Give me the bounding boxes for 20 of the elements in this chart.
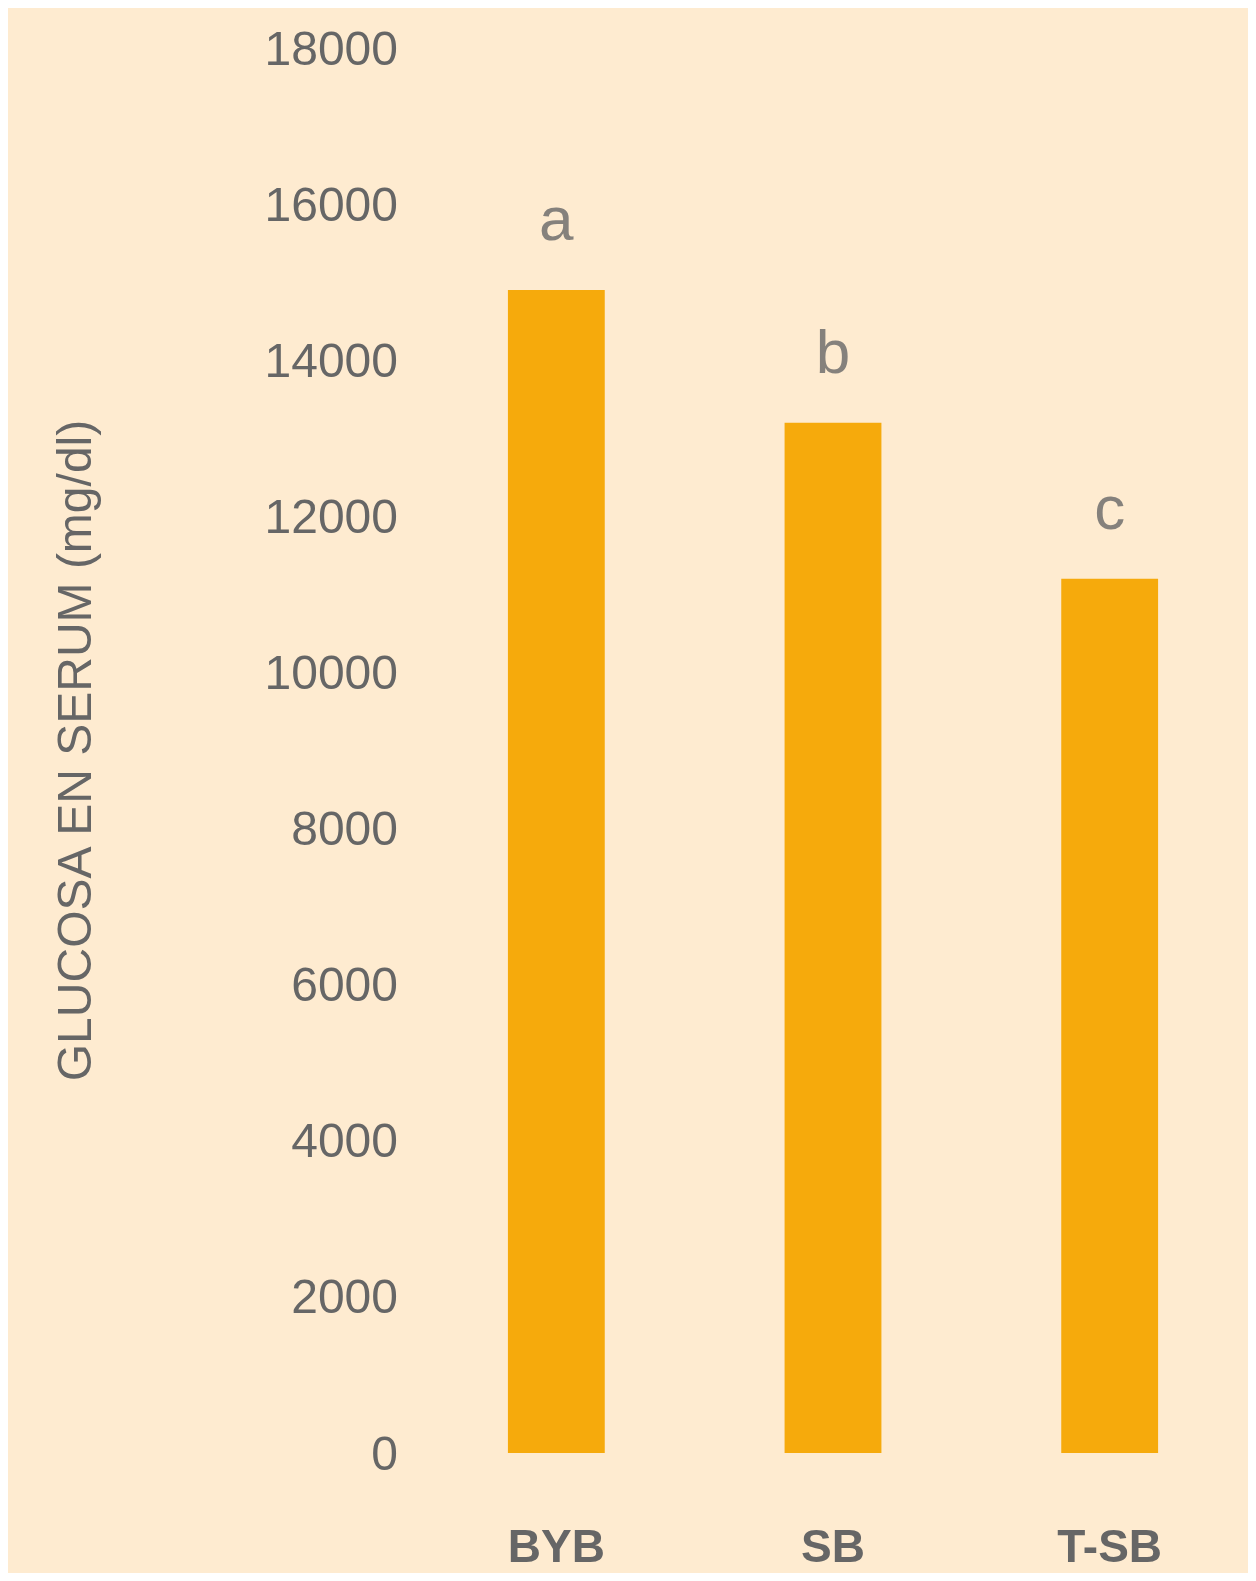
y-tick-label: 0 <box>371 1426 398 1480</box>
y-tick-label: 10000 <box>264 645 398 699</box>
y-tick-label: 6000 <box>291 958 398 1012</box>
annotation: b <box>815 317 851 387</box>
annotation: a <box>539 184 575 254</box>
annotation: c <box>1094 473 1126 543</box>
bar <box>1061 578 1159 1453</box>
x-tick-label: BYB <box>507 1520 605 1572</box>
y-axis-title: GLUCOSA EN SERUM (mg/dl) <box>47 419 101 1082</box>
y-tick-label: 8000 <box>291 802 398 856</box>
y-tick-label: 2000 <box>291 1270 398 1324</box>
y-tick-label: 14000 <box>264 333 398 387</box>
y-tick-label: 16000 <box>264 177 398 231</box>
x-tick-label: SB <box>801 1520 865 1572</box>
x-tick-label: T-SB <box>1057 1520 1163 1572</box>
y-tick-label: 18000 <box>264 21 398 75</box>
bar <box>784 422 882 1453</box>
y-tick-label: 4000 <box>291 1114 398 1168</box>
y-tick-label: 12000 <box>264 489 398 543</box>
bar <box>507 289 605 1453</box>
